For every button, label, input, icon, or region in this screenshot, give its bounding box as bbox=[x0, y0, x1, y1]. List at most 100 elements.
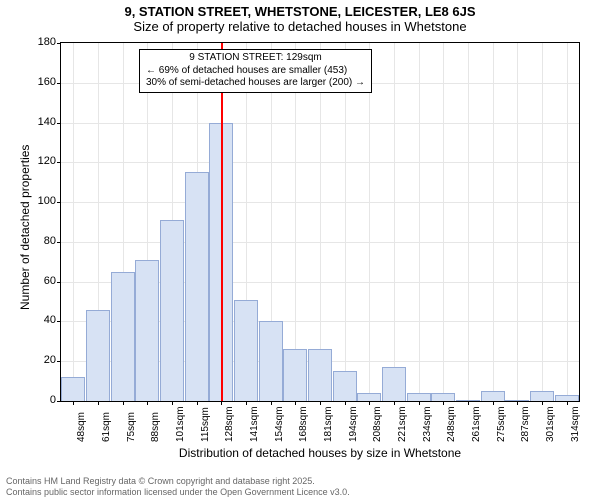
x-tick-mark bbox=[246, 401, 247, 405]
title-line1: 9, STATION STREET, WHETSTONE, LEICESTER,… bbox=[0, 4, 600, 19]
gridline-v bbox=[419, 43, 420, 401]
histogram-bar bbox=[555, 395, 579, 401]
histogram-bar bbox=[431, 393, 455, 401]
histogram-bar bbox=[234, 300, 258, 401]
histogram-bar bbox=[456, 400, 480, 401]
y-tick-label: 80 bbox=[16, 235, 56, 247]
x-tick-mark bbox=[369, 401, 370, 405]
x-tick-mark bbox=[98, 401, 99, 405]
footer-line1: Contains HM Land Registry data © Crown c… bbox=[6, 476, 350, 487]
x-tick-mark bbox=[419, 401, 420, 405]
gridline-v bbox=[542, 43, 543, 401]
annotation-box: 9 STATION STREET: 129sqm ← 69% of detach… bbox=[139, 49, 372, 93]
x-tick-label: 75sqm bbox=[126, 412, 137, 442]
y-tick-label: 140 bbox=[16, 116, 56, 128]
y-tick-label: 120 bbox=[16, 155, 56, 167]
gridline-v bbox=[443, 43, 444, 401]
x-tick-mark bbox=[394, 401, 395, 405]
x-tick-mark bbox=[172, 401, 173, 405]
histogram-bar bbox=[530, 391, 554, 401]
gridline-v bbox=[369, 43, 370, 401]
y-tick-mark bbox=[57, 361, 61, 362]
histogram-bar bbox=[185, 172, 209, 401]
x-tick-mark bbox=[123, 401, 124, 405]
x-tick-label: 141sqm bbox=[249, 406, 260, 442]
y-tick-mark bbox=[57, 162, 61, 163]
y-tick-mark bbox=[57, 123, 61, 124]
histogram-bar bbox=[283, 349, 307, 401]
y-tick-label: 0 bbox=[16, 394, 56, 406]
title-line2: Size of property relative to detached ho… bbox=[0, 19, 600, 34]
x-tick-mark bbox=[493, 401, 494, 405]
x-tick-label: 287sqm bbox=[520, 406, 531, 442]
histogram-bar bbox=[259, 321, 283, 401]
x-tick-mark bbox=[320, 401, 321, 405]
x-tick-mark bbox=[147, 401, 148, 405]
y-tick-mark bbox=[57, 43, 61, 44]
x-tick-mark bbox=[517, 401, 518, 405]
y-tick-mark bbox=[57, 202, 61, 203]
x-tick-label: 88sqm bbox=[150, 412, 161, 442]
histogram-bar bbox=[505, 400, 529, 401]
x-tick-label: 48sqm bbox=[76, 412, 87, 442]
x-tick-mark bbox=[73, 401, 74, 405]
plot-area: 9 STATION STREET: 129sqm ← 69% of detach… bbox=[60, 42, 580, 402]
histogram-bar bbox=[308, 349, 332, 401]
annotation-line1: 9 STATION STREET: 129sqm bbox=[146, 52, 365, 65]
x-tick-mark bbox=[468, 401, 469, 405]
x-tick-label: 128sqm bbox=[224, 406, 235, 442]
x-tick-mark bbox=[295, 401, 296, 405]
x-tick-label: 248sqm bbox=[446, 406, 457, 442]
histogram-bar bbox=[135, 260, 159, 401]
reference-line bbox=[221, 43, 223, 401]
x-tick-label: 168sqm bbox=[298, 406, 309, 442]
y-tick-label: 60 bbox=[16, 275, 56, 287]
x-tick-mark bbox=[197, 401, 198, 405]
footer-line2: Contains public sector information licen… bbox=[6, 487, 350, 498]
gridline-v bbox=[394, 43, 395, 401]
x-tick-label: 61sqm bbox=[101, 412, 112, 442]
histogram-bar bbox=[407, 393, 431, 401]
y-tick-mark bbox=[57, 401, 61, 402]
gridline-v bbox=[468, 43, 469, 401]
gridline-v bbox=[295, 43, 296, 401]
annotation-line2: ← 69% of detached houses are smaller (45… bbox=[146, 65, 365, 78]
x-tick-mark bbox=[542, 401, 543, 405]
y-tick-label: 40 bbox=[16, 314, 56, 326]
x-tick-label: 208sqm bbox=[372, 406, 383, 442]
x-tick-label: 181sqm bbox=[323, 406, 334, 442]
histogram-bar bbox=[61, 377, 85, 401]
y-tick-label: 100 bbox=[16, 195, 56, 207]
x-tick-label: 101sqm bbox=[175, 406, 186, 442]
y-tick-label: 160 bbox=[16, 76, 56, 88]
x-tick-mark bbox=[221, 401, 222, 405]
x-tick-label: 234sqm bbox=[422, 406, 433, 442]
footer-attribution: Contains HM Land Registry data © Crown c… bbox=[6, 476, 350, 498]
x-tick-mark bbox=[271, 401, 272, 405]
histogram-bar bbox=[160, 220, 184, 401]
x-tick-label: 301sqm bbox=[545, 406, 556, 442]
gridline-v bbox=[320, 43, 321, 401]
histogram-bar bbox=[357, 393, 381, 401]
x-tick-mark bbox=[345, 401, 346, 405]
annotation-line3: 30% of semi-detached houses are larger (… bbox=[146, 77, 365, 90]
y-tick-label: 20 bbox=[16, 354, 56, 366]
x-tick-mark bbox=[567, 401, 568, 405]
histogram-bar bbox=[333, 371, 357, 401]
chart-title: 9, STATION STREET, WHETSTONE, LEICESTER,… bbox=[0, 0, 600, 34]
gridline-v bbox=[73, 43, 74, 401]
x-tick-label: 221sqm bbox=[397, 406, 408, 442]
y-tick-label: 180 bbox=[16, 36, 56, 48]
x-axis-title: Distribution of detached houses by size … bbox=[60, 446, 580, 460]
x-tick-label: 261sqm bbox=[471, 406, 482, 442]
y-tick-mark bbox=[57, 282, 61, 283]
y-tick-mark bbox=[57, 321, 61, 322]
gridline-v bbox=[517, 43, 518, 401]
histogram-bar bbox=[111, 272, 135, 401]
chart-container: 9, STATION STREET, WHETSTONE, LEICESTER,… bbox=[0, 0, 600, 500]
gridline-v bbox=[493, 43, 494, 401]
x-tick-label: 275sqm bbox=[496, 406, 507, 442]
histogram-bar bbox=[382, 367, 406, 401]
x-tick-label: 314sqm bbox=[570, 406, 581, 442]
histogram-bar bbox=[481, 391, 505, 401]
